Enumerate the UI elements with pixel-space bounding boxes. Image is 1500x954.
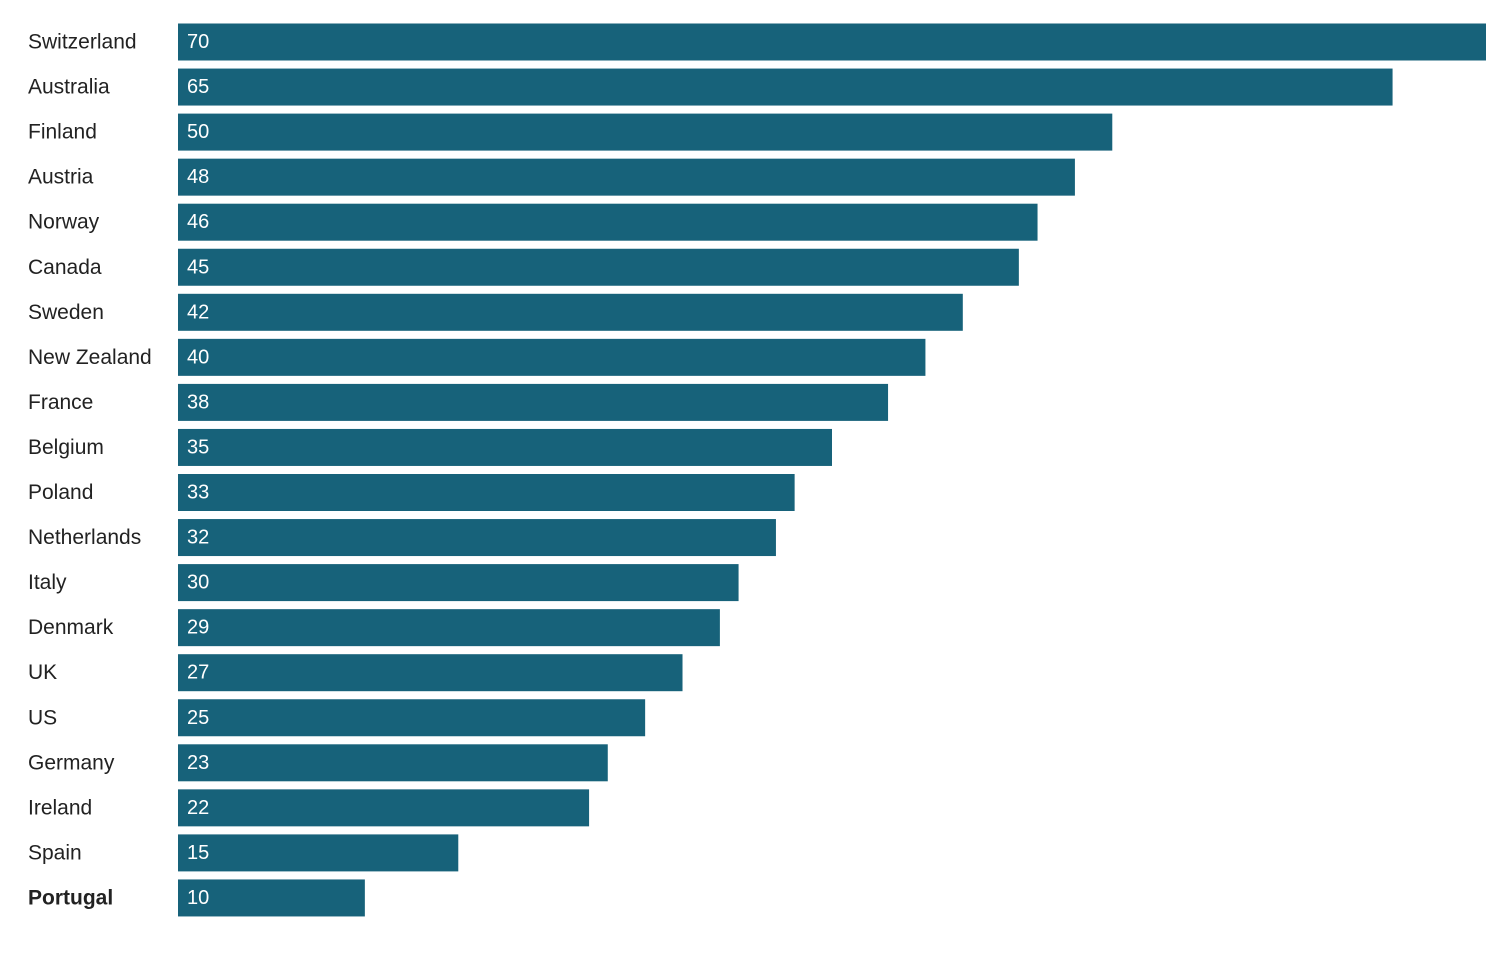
bar	[178, 293, 963, 331]
bar	[178, 248, 1019, 286]
bar	[178, 789, 590, 827]
value-label: 42	[187, 301, 209, 323]
value-label: 23	[187, 752, 209, 774]
value-label: 32	[187, 527, 209, 549]
value-label: 10	[187, 887, 209, 909]
value-label: 35	[187, 436, 209, 458]
category-label: Portugal	[28, 886, 113, 909]
category-label: Switzerland	[28, 31, 137, 54]
value-label: 33	[187, 482, 209, 504]
category-label: France	[28, 391, 93, 414]
value-label: 50	[187, 121, 209, 143]
category-label: US	[28, 706, 57, 729]
value-label: 70	[187, 31, 209, 53]
value-label: 46	[187, 211, 209, 233]
bar	[178, 699, 646, 737]
bar	[178, 428, 832, 466]
value-label: 48	[187, 166, 209, 188]
category-label: Sweden	[28, 301, 104, 324]
category-label: Italy	[28, 571, 67, 594]
value-label: 38	[187, 391, 209, 413]
category-label: Belgium	[28, 436, 104, 459]
bar	[178, 879, 365, 917]
bar	[178, 113, 1113, 151]
bar	[178, 474, 795, 511]
bar	[178, 158, 1075, 196]
value-label: 15	[187, 842, 209, 864]
bar	[178, 519, 776, 557]
bar	[178, 834, 459, 872]
category-label: Austria	[28, 166, 94, 189]
category-label: Germany	[28, 751, 115, 774]
category-label: Australia	[28, 76, 110, 99]
value-label: 30	[187, 572, 209, 594]
value-label: 45	[187, 256, 209, 278]
bar	[178, 23, 1486, 61]
value-label: 27	[187, 662, 209, 684]
bar	[178, 203, 1038, 241]
value-label: 29	[187, 617, 209, 639]
category-label: Netherlands	[28, 526, 141, 549]
value-label: 22	[187, 797, 209, 819]
bar	[178, 383, 889, 421]
value-label: 65	[187, 76, 209, 98]
bar	[178, 564, 739, 602]
category-label: Canada	[28, 256, 102, 279]
value-label: 40	[187, 346, 209, 368]
value-label: 25	[187, 707, 209, 729]
bar	[178, 609, 720, 647]
category-label: Norway	[28, 211, 100, 234]
category-label: Spain	[28, 841, 82, 864]
category-label: Denmark	[28, 616, 114, 639]
category-label: Ireland	[28, 796, 92, 819]
bar	[178, 654, 683, 692]
bar	[178, 744, 608, 782]
category-label: Poland	[28, 481, 93, 504]
category-label: UK	[28, 661, 57, 684]
category-label: New Zealand	[28, 346, 152, 369]
category-label: Finland	[28, 121, 97, 144]
bar	[178, 338, 926, 376]
bar	[178, 68, 1393, 106]
